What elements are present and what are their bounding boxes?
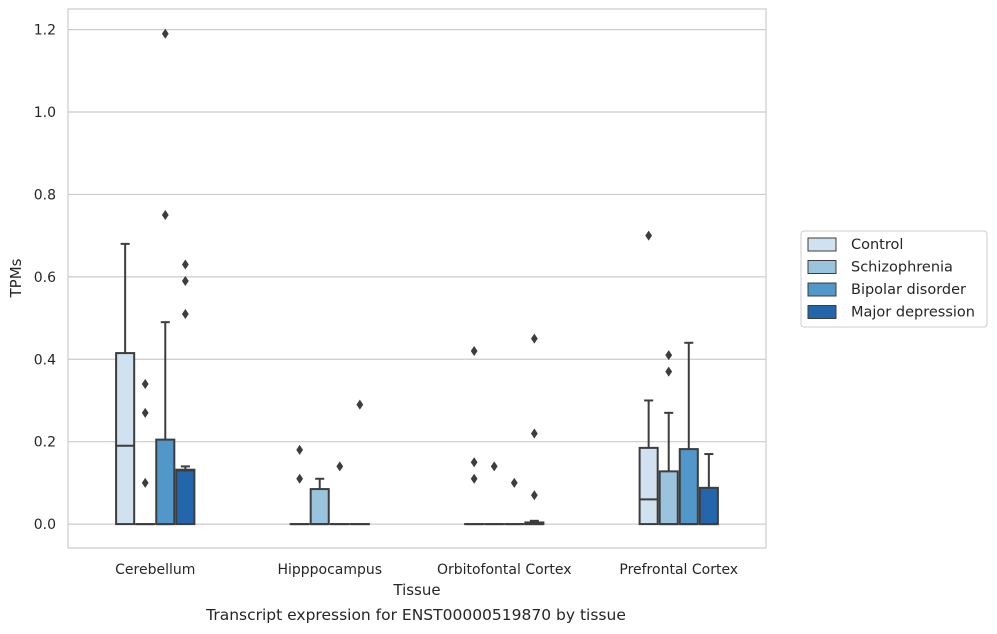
outlier-point xyxy=(296,444,304,455)
box-body xyxy=(115,352,136,526)
outlier-point xyxy=(665,366,673,377)
legend-swatch xyxy=(807,260,837,274)
box-schizophrenia xyxy=(309,477,330,526)
x-tick-label: Prefrontal Cortex xyxy=(619,562,738,578)
y-tick-label: 0.8 xyxy=(34,187,56,203)
x-tick-labels: Cerebellum Hipppocampus Orbitofontal Corte… xyxy=(115,562,738,578)
outlier-point xyxy=(510,477,518,488)
box-body xyxy=(175,468,196,526)
legend-frame xyxy=(800,230,988,328)
box-schizophrenia xyxy=(484,461,505,526)
outlier-point xyxy=(530,428,538,439)
outlier-point xyxy=(181,259,189,270)
outlier-point xyxy=(530,333,538,344)
box-control xyxy=(115,242,136,526)
outlier-point xyxy=(665,350,673,361)
x-axis-title: Tissue xyxy=(392,581,440,599)
legend-label: Bipolar disorder xyxy=(851,282,966,298)
outlier-point xyxy=(530,490,538,501)
outlier-point xyxy=(490,461,498,472)
outlier-point xyxy=(141,477,149,488)
x-tick-label: Orbitofontal Cortex xyxy=(437,562,572,578)
outlier-point xyxy=(141,378,149,389)
box-control xyxy=(464,346,485,526)
legend-swatch xyxy=(807,237,837,252)
y-tick-label: 0.4 xyxy=(34,352,56,368)
x-tick-label: Cerebellum xyxy=(115,562,195,578)
outlier-point xyxy=(470,346,478,357)
box-major-depression xyxy=(698,453,719,526)
legend: Control Schizophrenia Bipolar disorder Majo… xyxy=(800,230,988,328)
box-schizophrenia xyxy=(658,350,679,526)
box-major-depression xyxy=(349,399,370,526)
y-tick-labels: 0.0 0.2 0.4 0.6 0.8 1.0 1.2 xyxy=(34,23,56,533)
legend-label: Schizophrenia xyxy=(851,260,953,276)
outlier-point xyxy=(296,473,304,484)
x-tick-label: Hipppocampus xyxy=(277,562,382,578)
outlier-point xyxy=(470,457,478,468)
outlier-point xyxy=(141,407,149,418)
legend-label: Control xyxy=(851,237,903,253)
box-body xyxy=(638,446,659,526)
outlier-point xyxy=(336,461,344,472)
y-tick-label: 1.2 xyxy=(34,23,56,39)
box-schizophrenia xyxy=(135,378,156,526)
box-body xyxy=(658,470,679,526)
box-bipolar-disorder xyxy=(329,461,350,526)
box-bipolar-disorder xyxy=(504,477,525,526)
y-axis-title: TPMs xyxy=(7,258,25,298)
box-body xyxy=(698,486,719,526)
box-control xyxy=(289,444,310,526)
outlier-point xyxy=(161,28,169,39)
legend-swatch xyxy=(807,305,837,319)
outlier-point xyxy=(181,308,189,319)
box-body xyxy=(678,448,699,526)
y-tick-label: 0.0 xyxy=(34,517,56,533)
box-control xyxy=(638,230,659,526)
chart-caption: Transcript expression for ENST0000051987… xyxy=(206,606,626,624)
box-body xyxy=(309,488,330,526)
outlier-point xyxy=(470,473,478,484)
outlier-point xyxy=(356,399,364,410)
outlier-point xyxy=(181,275,189,286)
outlier-point xyxy=(645,230,653,241)
y-tick-label: 0.6 xyxy=(34,270,56,286)
box-major-depression xyxy=(524,333,545,526)
outlier-point xyxy=(161,210,169,221)
y-tick-label: 1.0 xyxy=(34,105,56,121)
y-tick-label: 0.2 xyxy=(34,435,56,451)
box-bipolar-disorder xyxy=(155,28,176,526)
box-bipolar-disorder xyxy=(678,341,699,526)
boxes xyxy=(115,28,719,526)
box-body xyxy=(155,438,176,526)
legend-label: Major depression xyxy=(851,305,975,321)
legend-swatch xyxy=(807,282,837,297)
box-major-depression xyxy=(175,259,196,526)
